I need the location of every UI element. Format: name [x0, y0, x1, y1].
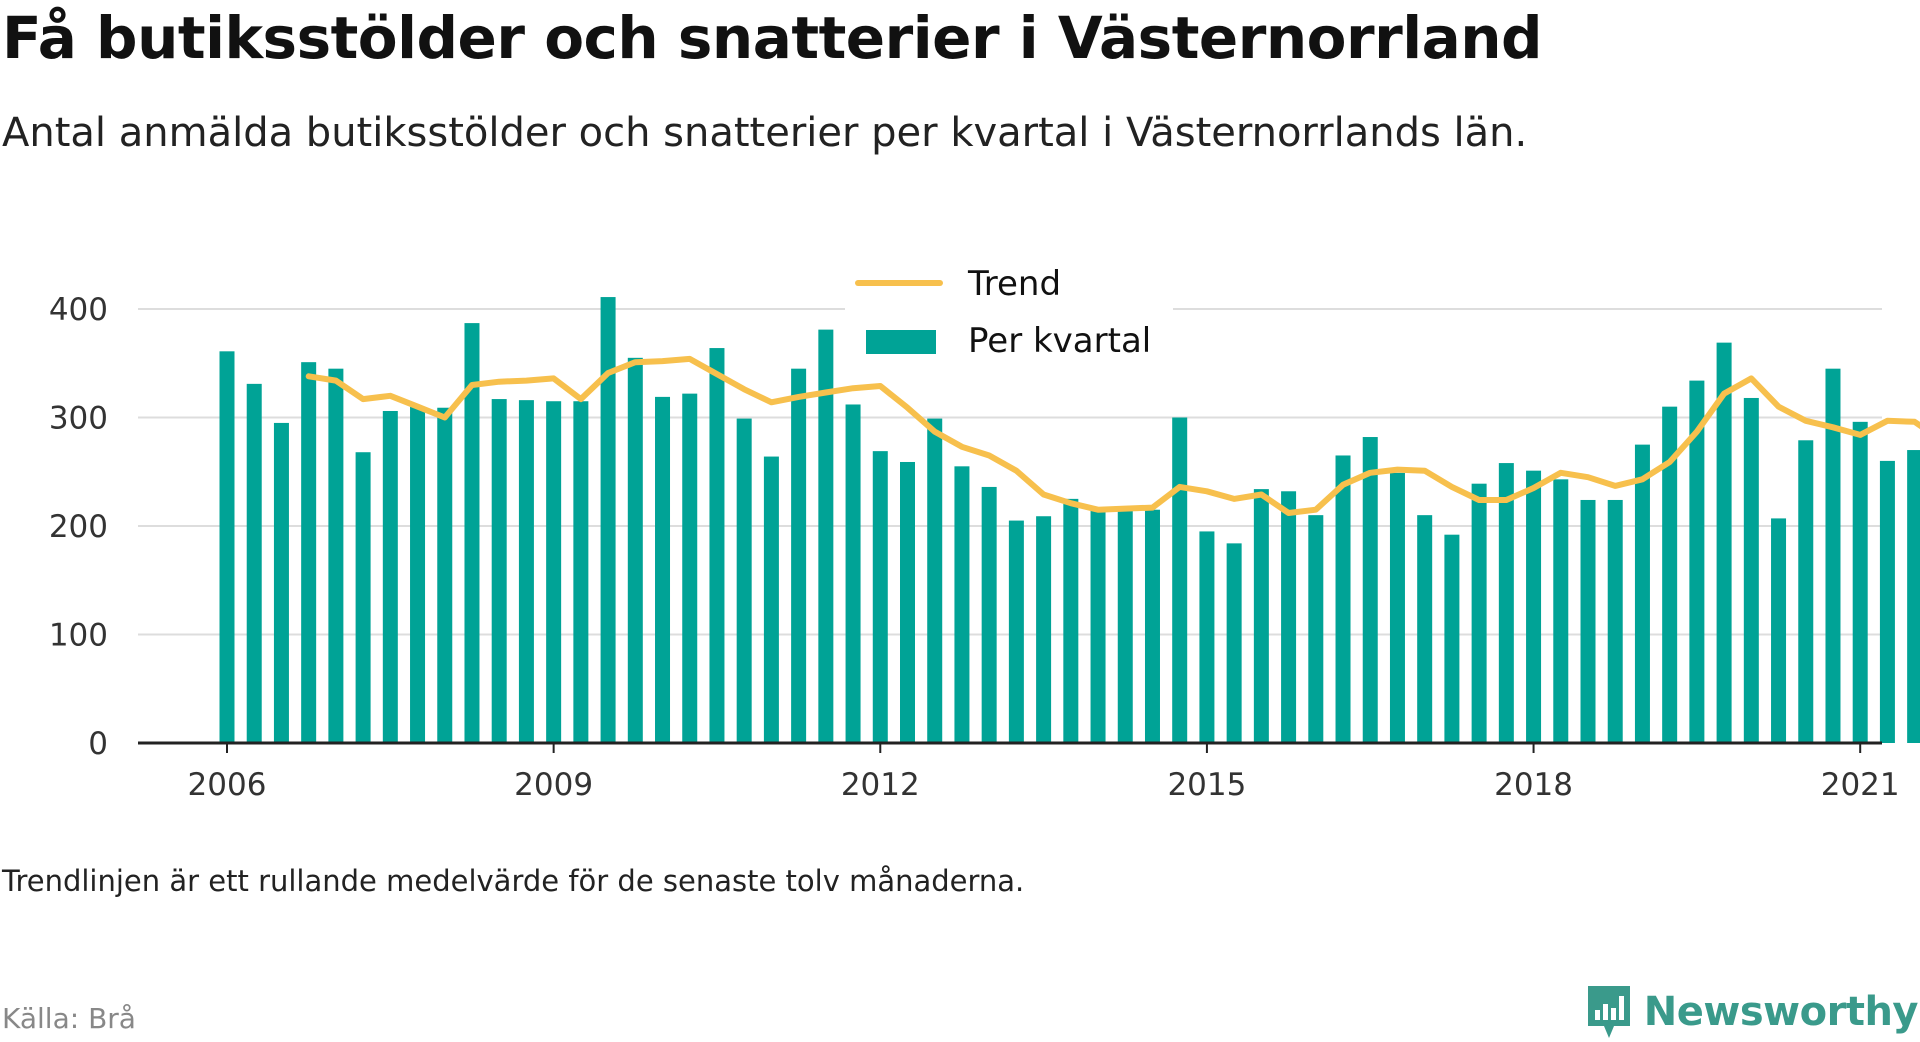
bar: [791, 369, 806, 743]
bar: [383, 411, 398, 743]
bar: [682, 394, 697, 743]
bar: [328, 369, 343, 743]
bar: [1336, 455, 1351, 743]
bar: [1363, 437, 1378, 743]
bar: [1199, 531, 1214, 743]
y-tick-label: 300: [49, 401, 108, 437]
x-tick-label: 2009: [514, 767, 593, 803]
bar: [1472, 484, 1487, 743]
x-tick-label: 2006: [188, 767, 267, 803]
bar: [601, 297, 616, 743]
bar: [655, 397, 670, 743]
bar: [410, 407, 425, 743]
bar: [1390, 473, 1405, 743]
bar: [247, 384, 262, 743]
bar: [546, 401, 561, 743]
bar: [492, 399, 507, 743]
bar: [1553, 479, 1568, 743]
bar: [1635, 445, 1650, 743]
brand-logo: Newsworthy: [1584, 982, 1918, 1042]
bar: [1581, 500, 1596, 743]
legend-bars-swatch: [866, 330, 936, 354]
bar: [1798, 440, 1813, 743]
bar: [1036, 516, 1051, 743]
bar: [982, 487, 997, 743]
bar: [1526, 471, 1541, 743]
y-tick-label: 400: [49, 292, 108, 328]
bar: [1417, 515, 1432, 743]
bar: [1172, 418, 1187, 744]
brand-name: Newsworthy: [1644, 989, 1918, 1035]
bar: [1744, 398, 1759, 743]
x-tick-label: 2015: [1167, 767, 1246, 803]
bar: [519, 400, 534, 743]
bar: [356, 452, 371, 743]
bar: [1907, 450, 1920, 743]
y-tick-label: 0: [88, 726, 108, 762]
bar: [1880, 461, 1895, 743]
bar: [1254, 489, 1269, 743]
bar: [846, 404, 861, 743]
bar: [709, 348, 724, 743]
bar: [900, 462, 915, 743]
bar: [301, 362, 316, 743]
bar: [1608, 500, 1623, 743]
source-label: Källa: Brå: [2, 1002, 136, 1035]
bar: [1853, 422, 1868, 743]
bar: [1145, 510, 1160, 743]
legend-trend-label: Trend: [967, 264, 1061, 304]
chart-note: Trendlinjen är ett rullande medelvärde f…: [2, 864, 1024, 898]
bar: [628, 358, 643, 743]
y-tick-label: 200: [49, 509, 108, 545]
bar: [1308, 515, 1323, 743]
bar: [1771, 518, 1786, 743]
bar: [1227, 543, 1242, 743]
y-tick-label: 100: [49, 618, 108, 654]
bar: [573, 401, 588, 743]
legend: Trend Per kvartal: [845, 262, 1173, 364]
bar: [1091, 509, 1106, 743]
bar: [1009, 521, 1024, 743]
x-tick-label: 2021: [1821, 767, 1900, 803]
x-tick-label: 2018: [1494, 767, 1573, 803]
bar: [737, 419, 752, 743]
newsworthy-logo-icon: [1584, 982, 1634, 1042]
bar: [1444, 535, 1459, 743]
chart-area: 0100200300400200620092012201520182021202…: [0, 0, 1920, 860]
bar: [764, 457, 779, 743]
x-tick-label: 2012: [841, 767, 920, 803]
bar: [437, 408, 452, 743]
bar: [1281, 491, 1296, 743]
bar: [220, 351, 235, 743]
bar: [954, 466, 969, 743]
bar: [873, 451, 888, 743]
bar: [1118, 510, 1133, 743]
legend-bars-label: Per kvartal: [968, 321, 1151, 361]
bar: [1063, 499, 1078, 743]
bar: [274, 423, 289, 743]
bar: [927, 419, 942, 743]
bar: [1499, 463, 1514, 743]
